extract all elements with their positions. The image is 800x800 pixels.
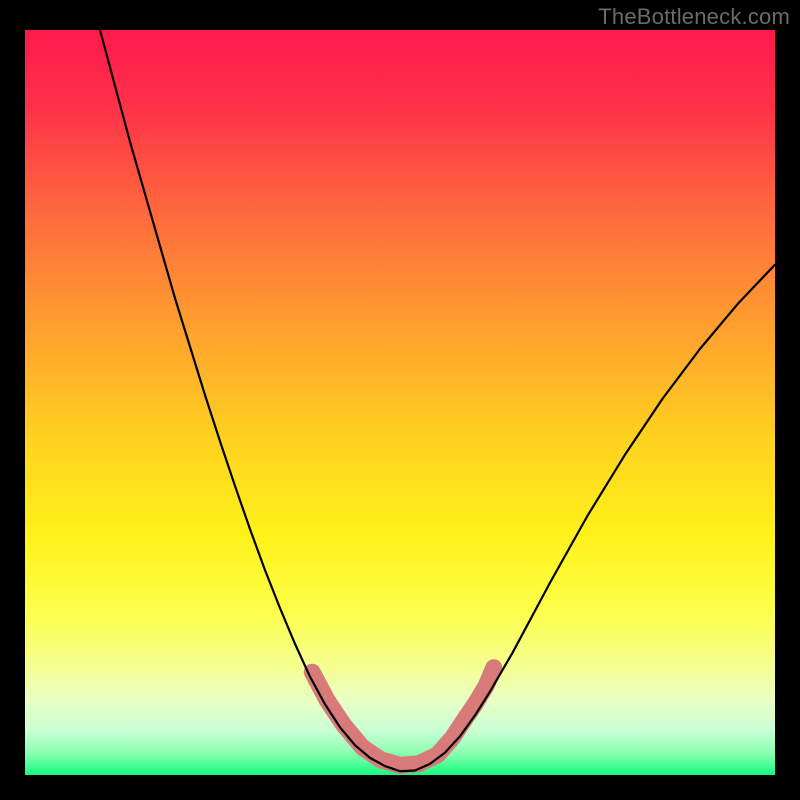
chart-panel-background [25, 30, 775, 775]
chart-stage: TheBottleneck.com [0, 0, 800, 800]
watermark-text: TheBottleneck.com [598, 4, 790, 30]
bottleneck-chart [0, 0, 800, 800]
